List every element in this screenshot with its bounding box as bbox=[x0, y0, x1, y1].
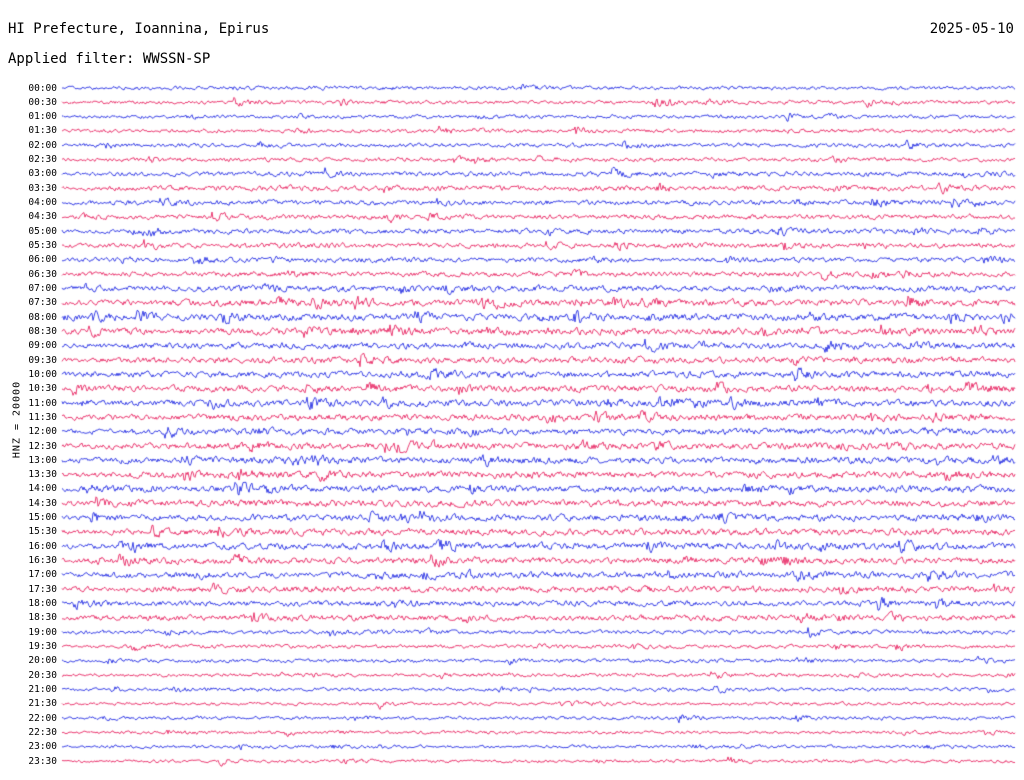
seismogram-traces bbox=[0, 0, 1024, 780]
helicorder-page: HI Prefecture, Ioannina, Epirus 2025-05-… bbox=[0, 0, 1024, 780]
